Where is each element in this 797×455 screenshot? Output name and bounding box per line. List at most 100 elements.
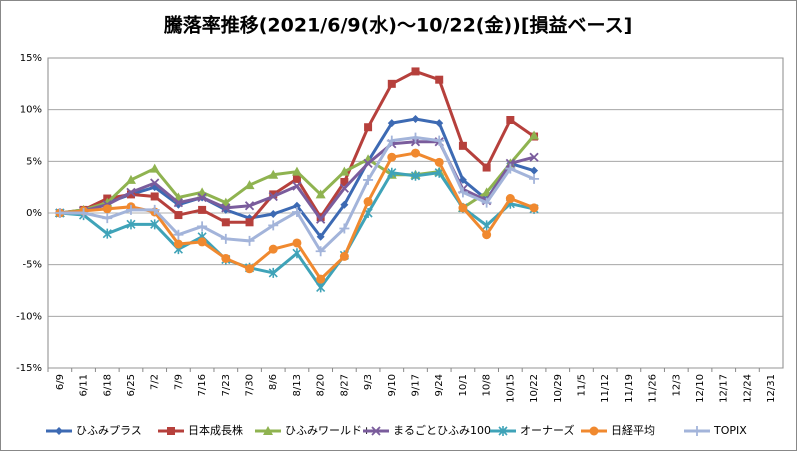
marker xyxy=(692,426,702,436)
marker xyxy=(386,135,397,146)
marker xyxy=(102,204,112,214)
y-tick-label: -15% xyxy=(16,363,42,374)
marker xyxy=(198,205,207,214)
marker xyxy=(529,152,539,162)
marker xyxy=(364,123,373,132)
marker xyxy=(482,163,491,172)
marker xyxy=(197,192,207,203)
marker xyxy=(292,174,301,183)
marker xyxy=(245,264,255,274)
marker xyxy=(457,187,468,198)
legend-label: ひふみプラス xyxy=(76,424,142,437)
x-tick-label: 9/17 xyxy=(411,374,422,396)
marker xyxy=(411,114,420,123)
marker xyxy=(339,166,350,176)
marker xyxy=(126,190,135,199)
x-tick-label: 9/10 xyxy=(387,374,398,396)
marker xyxy=(316,282,326,293)
marker xyxy=(505,158,515,169)
marker xyxy=(481,197,492,208)
marker xyxy=(505,163,516,174)
marker xyxy=(434,135,445,146)
marker xyxy=(387,119,396,128)
marker xyxy=(435,119,444,128)
marker xyxy=(529,130,540,140)
y-tick-label: 10% xyxy=(20,105,42,116)
marker xyxy=(245,218,254,227)
marker xyxy=(221,253,231,263)
x-tick-label: 8/20 xyxy=(316,374,327,396)
marker xyxy=(498,426,508,436)
marker xyxy=(530,166,539,175)
marker xyxy=(315,189,326,199)
marker xyxy=(268,244,278,254)
x-tick-label: 6/18 xyxy=(102,374,113,396)
x-tick-label: 10/8 xyxy=(482,374,493,396)
marker xyxy=(339,251,349,261)
marker xyxy=(529,203,539,213)
marker xyxy=(435,75,444,84)
x-tick-label: 11/26 xyxy=(648,374,659,403)
x-tick-label: 11/12 xyxy=(600,374,611,403)
x-tick-label: 11/19 xyxy=(624,374,635,403)
marker xyxy=(363,158,373,169)
marker xyxy=(167,427,175,435)
x-tick-label: 6/25 xyxy=(126,374,137,396)
legend-label: 日経平均 xyxy=(611,424,655,437)
marker xyxy=(78,208,89,218)
x-tick-label: 8/6 xyxy=(268,374,279,390)
legend-label: 日本成長株 xyxy=(188,423,243,437)
marker xyxy=(269,190,278,199)
legend-label: まるごとひふみ100 xyxy=(393,423,491,437)
marker xyxy=(126,187,136,197)
marker xyxy=(589,426,599,436)
marker xyxy=(363,197,373,207)
marker xyxy=(102,228,112,239)
x-tick-label: 7/2 xyxy=(150,374,161,390)
marker xyxy=(174,211,183,220)
marker xyxy=(197,221,208,232)
y-tick-label: 15% xyxy=(20,53,42,64)
marker xyxy=(126,219,136,230)
marker xyxy=(125,174,136,184)
x-tick-label: 10/29 xyxy=(553,374,564,403)
marker xyxy=(150,192,159,201)
marker xyxy=(411,148,420,158)
legend-label: ひふみワールド+ xyxy=(285,424,371,437)
marker xyxy=(173,198,184,208)
marker xyxy=(102,213,113,224)
y-tick-label: 5% xyxy=(26,156,42,167)
marker xyxy=(291,166,302,176)
series xyxy=(54,132,540,257)
x-tick-label: 10/15 xyxy=(505,374,516,403)
marker xyxy=(149,204,160,215)
marker xyxy=(410,132,421,143)
x-tick-label: 10/22 xyxy=(529,374,540,403)
x-tick-label: 7/23 xyxy=(221,374,232,396)
x-tick-label: 12/31 xyxy=(766,374,777,403)
y-tick-label: 0% xyxy=(26,208,42,219)
marker xyxy=(458,203,468,213)
marker xyxy=(458,141,467,150)
marker xyxy=(387,167,397,178)
marker xyxy=(173,239,183,249)
marker xyxy=(363,174,374,185)
marker xyxy=(268,220,279,231)
legend-label: TOPIX xyxy=(713,424,747,437)
marker xyxy=(244,235,255,246)
marker xyxy=(268,267,278,278)
marker xyxy=(387,152,397,162)
marker xyxy=(197,237,207,247)
x-tick-label: 11/5 xyxy=(576,374,587,396)
y-tick-label: -5% xyxy=(23,260,42,271)
marker xyxy=(340,178,349,186)
marker xyxy=(221,218,230,227)
marker xyxy=(339,183,350,193)
x-tick-label: 10/1 xyxy=(458,374,469,396)
marker xyxy=(410,170,421,181)
x-tick-label: 8/27 xyxy=(339,374,350,396)
marker xyxy=(505,194,515,204)
marker xyxy=(268,169,279,179)
marker xyxy=(149,163,160,173)
x-tick-label: 9/24 xyxy=(434,374,445,396)
